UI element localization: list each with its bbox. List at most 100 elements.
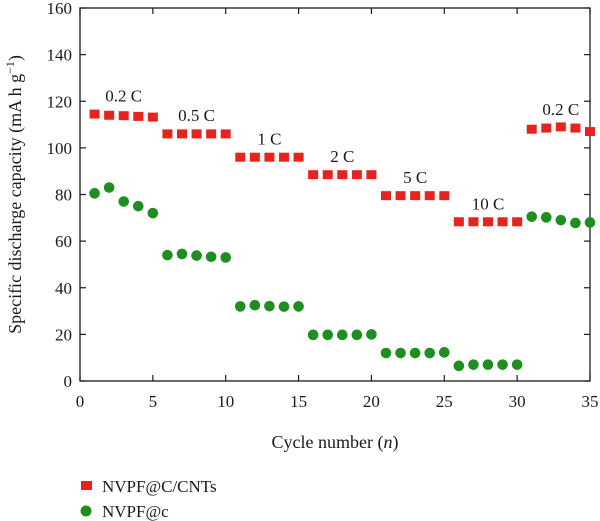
data-point-square bbox=[308, 170, 319, 180]
series-NVPF@c bbox=[89, 182, 596, 372]
data-point-circle bbox=[526, 211, 538, 222]
data-point-square bbox=[570, 123, 581, 133]
data-point-square bbox=[118, 111, 129, 121]
plot-frame bbox=[79, 7, 591, 382]
rate-label: 0.2 C bbox=[105, 86, 142, 105]
data-point-circle bbox=[336, 329, 348, 341]
y-axis-title-end: ) bbox=[5, 55, 26, 61]
data-point-square bbox=[293, 152, 304, 162]
x-tick-label: 0 bbox=[76, 392, 85, 411]
data-point-square bbox=[337, 170, 348, 180]
data-point-square bbox=[147, 112, 158, 122]
data-point-circle bbox=[220, 252, 232, 263]
data-point-square bbox=[483, 217, 493, 227]
data-point-square bbox=[162, 129, 173, 139]
y-axis-ticks: 0 20 40 60 80 100 120 140 160 bbox=[47, 0, 590, 391]
x-tick-label: 10 bbox=[217, 392, 234, 411]
plot-area-border bbox=[79, 7, 591, 382]
y-tick-label: 60 bbox=[55, 232, 72, 251]
y-tick-label: 0 bbox=[64, 372, 73, 391]
data-point-square bbox=[89, 109, 100, 119]
data-point-square bbox=[424, 191, 435, 201]
data-point-square bbox=[177, 129, 187, 139]
legend: NVPF@C/CNTs NVPF@c bbox=[80, 477, 217, 521]
data-point-circle bbox=[278, 301, 290, 312]
data-point-square bbox=[104, 110, 115, 120]
rate-annotations: 0.2 C 0.5 C 1 C 2 C 5 C 10 C 0.2 C bbox=[105, 86, 579, 213]
data-point-circle bbox=[380, 347, 392, 359]
data-point-square bbox=[235, 152, 246, 162]
data-point-square bbox=[133, 111, 144, 121]
data-point-square bbox=[410, 191, 421, 201]
data-point-square bbox=[541, 123, 552, 133]
x-axis-ticks: 0 5 10 15 20 25 30 35 bbox=[76, 8, 599, 411]
data-point-square bbox=[366, 170, 377, 180]
x-axis-title: Cycle number (n) bbox=[272, 432, 399, 453]
data-point-square bbox=[191, 129, 202, 139]
rate-label: 10 C bbox=[472, 195, 505, 214]
x-tick-label: 15 bbox=[290, 392, 307, 411]
data-point-circle bbox=[570, 217, 581, 229]
data-point-circle bbox=[424, 347, 436, 359]
data-point-square bbox=[585, 127, 595, 137]
series-NVPF@C/CNTs bbox=[89, 109, 595, 227]
data-point-square bbox=[206, 129, 217, 139]
data-point-circle bbox=[89, 188, 100, 199]
legend-marker-circle bbox=[80, 505, 92, 517]
y-tick-label: 120 bbox=[47, 92, 73, 111]
rate-label: 2 C bbox=[330, 147, 354, 166]
y-tick-label: 20 bbox=[55, 325, 72, 344]
x-tick-label: 20 bbox=[363, 392, 380, 411]
x-axis-title-variable: n bbox=[383, 432, 392, 452]
data-point-square bbox=[453, 217, 464, 227]
data-point-circle bbox=[453, 360, 465, 372]
data-point-circle bbox=[176, 248, 188, 260]
data-point-circle bbox=[293, 301, 304, 312]
data-point-circle bbox=[103, 182, 115, 193]
data-point-circle bbox=[132, 200, 144, 212]
data-point-square bbox=[351, 170, 362, 180]
data-point-circle bbox=[366, 329, 377, 340]
data-point-circle bbox=[118, 196, 130, 207]
data-point-square bbox=[279, 152, 289, 162]
data-point-circle bbox=[205, 251, 217, 263]
data-point-circle bbox=[497, 359, 508, 370]
data-point-circle bbox=[511, 359, 523, 370]
data-point-square bbox=[512, 217, 523, 227]
data-point-circle bbox=[322, 329, 334, 341]
y-tick-label: 100 bbox=[47, 139, 73, 158]
data-point-square bbox=[381, 191, 391, 201]
data-point-square bbox=[322, 170, 333, 180]
data-markers bbox=[89, 109, 596, 372]
data-point-circle bbox=[584, 217, 596, 228]
y-tick-label: 160 bbox=[47, 0, 73, 18]
x-tick-label: 30 bbox=[509, 392, 526, 411]
data-point-square bbox=[555, 122, 566, 132]
y-axis-title-main: Specific discharge capacity (mA h g bbox=[5, 74, 26, 334]
data-point-square bbox=[468, 217, 479, 227]
data-point-circle bbox=[438, 347, 450, 358]
data-point-circle bbox=[409, 347, 421, 359]
x-axis-title-suffix: ) bbox=[392, 432, 398, 453]
data-point-circle bbox=[162, 249, 173, 261]
data-point-circle bbox=[234, 301, 246, 312]
rate-label: 1 C bbox=[257, 129, 281, 148]
x-tick-label: 35 bbox=[582, 392, 599, 411]
data-point-circle bbox=[482, 359, 494, 370]
data-point-square bbox=[264, 152, 275, 162]
data-point-circle bbox=[540, 212, 552, 223]
data-point-circle bbox=[351, 329, 363, 341]
data-point-square bbox=[395, 191, 406, 201]
data-point-square bbox=[220, 129, 231, 139]
legend-item: NVPF@c bbox=[80, 502, 169, 521]
y-tick-label: 140 bbox=[47, 46, 73, 65]
y-axis-title: Specific discharge capacity (mA h g−1) bbox=[3, 55, 26, 334]
legend-item: NVPF@C/CNTs bbox=[81, 477, 217, 496]
legend-label: NVPF@C/CNTs bbox=[102, 477, 217, 496]
data-point-square bbox=[249, 152, 260, 162]
x-tick-label: 25 bbox=[436, 392, 453, 411]
rate-label: 0.2 C bbox=[542, 100, 579, 119]
data-point-circle bbox=[249, 299, 261, 311]
data-point-square bbox=[497, 217, 508, 227]
